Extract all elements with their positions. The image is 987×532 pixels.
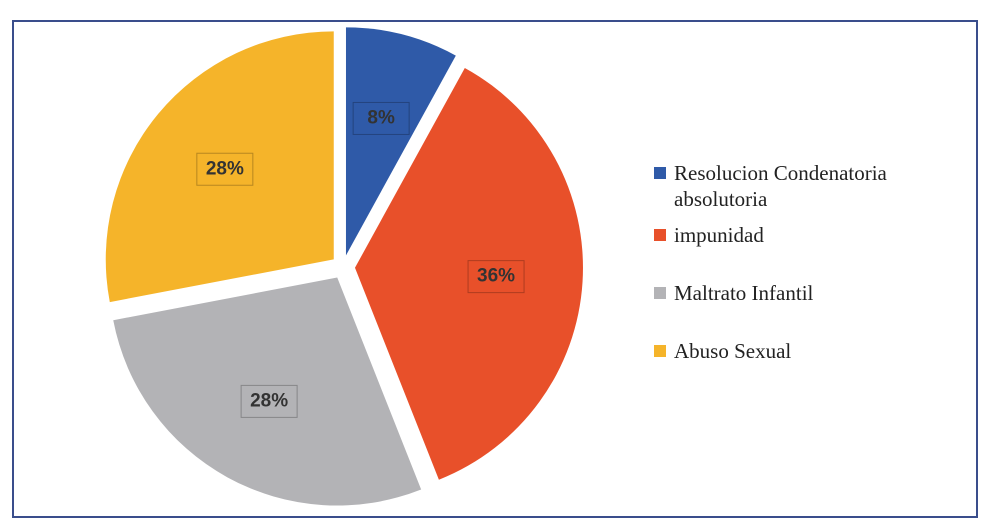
label-box (240, 384, 298, 418)
data-label: 28% (206, 158, 244, 179)
data-label: 8% (367, 107, 395, 128)
legend-item: Resolucion Condenatoria absolutoria (650, 160, 950, 212)
pie-slice (354, 67, 583, 480)
pie-slice (105, 31, 334, 303)
legend-label: Maltrato Infantil (674, 281, 814, 305)
legend: Resolucion Condenatoria absolutoria impun… (650, 160, 950, 396)
label-box (467, 260, 525, 294)
legend-swatch (654, 167, 666, 179)
legend-item: impunidad (650, 222, 950, 248)
data-label: 28% (250, 390, 288, 411)
label-box (196, 152, 254, 186)
legend-label: Abuso Sexual (674, 339, 792, 363)
legend-swatch (654, 229, 666, 241)
legend-swatch (654, 287, 666, 299)
pie-slice (113, 277, 422, 506)
legend-swatch (654, 345, 666, 357)
legend-item: Abuso Sexual (650, 338, 950, 364)
data-label: 36% (477, 266, 515, 287)
chart-frame (12, 20, 978, 518)
pie-slice (345, 27, 456, 256)
legend-label: impunidad (674, 223, 764, 247)
label-box (352, 101, 410, 135)
legend-label: Resolucion Condenatoria absolutoria (674, 161, 887, 211)
legend-item: Maltrato Infantil (650, 280, 950, 306)
